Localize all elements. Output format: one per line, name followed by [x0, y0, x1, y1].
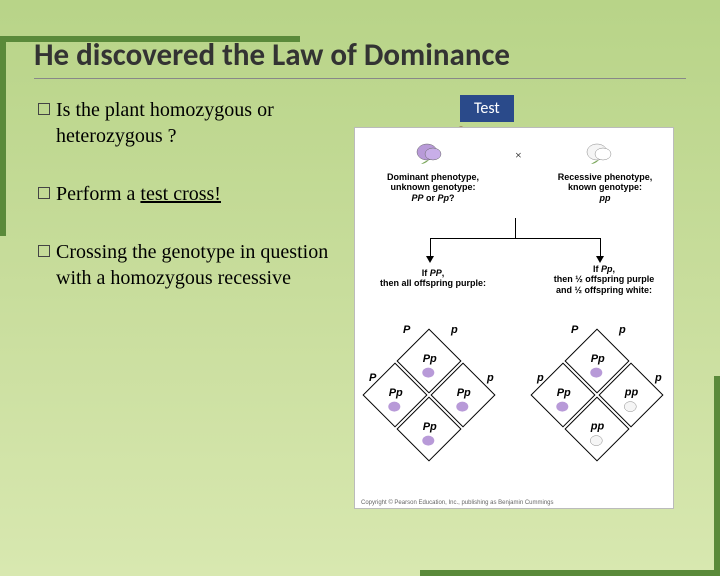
title-underline: [34, 78, 686, 79]
genotype-label: Pp: [423, 353, 437, 365]
genotype-label: Pp: [591, 353, 605, 365]
bullet-text: Is the plant homozygous or heterozygous …: [56, 97, 350, 149]
bullet-icon: [38, 245, 50, 257]
bullet-list: Is the plant homozygous or heterozygous …: [0, 97, 350, 323]
border-top-left-h: [0, 36, 300, 42]
arrow-line: [515, 218, 516, 238]
arrow-line: [600, 238, 601, 258]
border-top-left-v: [0, 36, 6, 236]
mini-purple-flower-icon: [421, 434, 435, 446]
mini-white-flower-icon: [623, 400, 637, 412]
parent-left-label: Dominant phenotype,unknown genotype:PP o…: [373, 172, 493, 203]
allele-label: p: [451, 324, 458, 336]
bullet-text: Perform a test cross!: [56, 181, 221, 207]
genotype-label: Pp: [423, 421, 437, 433]
branch-left-label: If PP,then all offspring purple:: [373, 268, 493, 289]
arrow-line: [430, 238, 600, 239]
allele-label: p: [487, 372, 494, 384]
bullet-item: Crossing the genotype in question with a…: [38, 239, 350, 291]
white-flower-icon: [585, 142, 615, 166]
branch-right-label: If Pp,then ½ offspring purpleand ½ offsp…: [539, 264, 669, 295]
mini-purple-flower-icon: [421, 366, 435, 378]
purple-flower-icon: [415, 142, 445, 166]
allele-label: P: [571, 324, 578, 336]
bullet-icon: [38, 103, 50, 115]
mini-purple-flower-icon: [455, 400, 469, 412]
arrow-line: [430, 238, 431, 258]
genotype-label: pp: [625, 387, 638, 399]
allele-label: P: [403, 324, 410, 336]
genotype-label: Pp: [457, 387, 471, 399]
bullet-item: Perform a test cross!: [38, 181, 350, 207]
mini-purple-flower-icon: [387, 400, 401, 412]
parent-right-label: Recessive phenotype,known genotype:pp: [545, 172, 665, 203]
allele-label: p: [655, 372, 662, 384]
mini-purple-flower-icon: [589, 366, 603, 378]
genotype-label: Pp: [389, 387, 403, 399]
punnett-left: P p P p P p Pp Pp Pp Pp: [379, 328, 479, 428]
bullet-text: Crossing the genotype in question with a…: [56, 239, 350, 291]
content-area: Is the plant homozygous or heterozygous …: [0, 97, 720, 323]
mini-purple-flower-icon: [555, 400, 569, 412]
allele-label: p: [619, 324, 626, 336]
genotype-label: pp: [591, 421, 604, 433]
genotype-label: Pp: [557, 387, 571, 399]
bullet-icon: [38, 187, 50, 199]
punnett-right: P p p p P p Pp Pp pp pp: [547, 328, 647, 428]
copyright-text: Copyright © Pearson Education, Inc., pub…: [361, 500, 554, 506]
cross-symbol: ×: [515, 148, 522, 163]
border-bottom-right-v: [714, 376, 720, 576]
test-tag: Test: [460, 95, 514, 122]
mini-white-flower-icon: [589, 434, 603, 446]
arrow-head-icon: [596, 256, 604, 263]
diagram-area: Test Cross × Dominant phenotype,unknown …: [350, 97, 690, 323]
arrow-head-icon: [426, 256, 434, 263]
border-bottom-right-h: [420, 570, 720, 576]
bullet-item: Is the plant homozygous or heterozygous …: [38, 97, 350, 149]
test-cross-diagram: × Dominant phenotype,unknown genotype:PP…: [354, 127, 674, 509]
